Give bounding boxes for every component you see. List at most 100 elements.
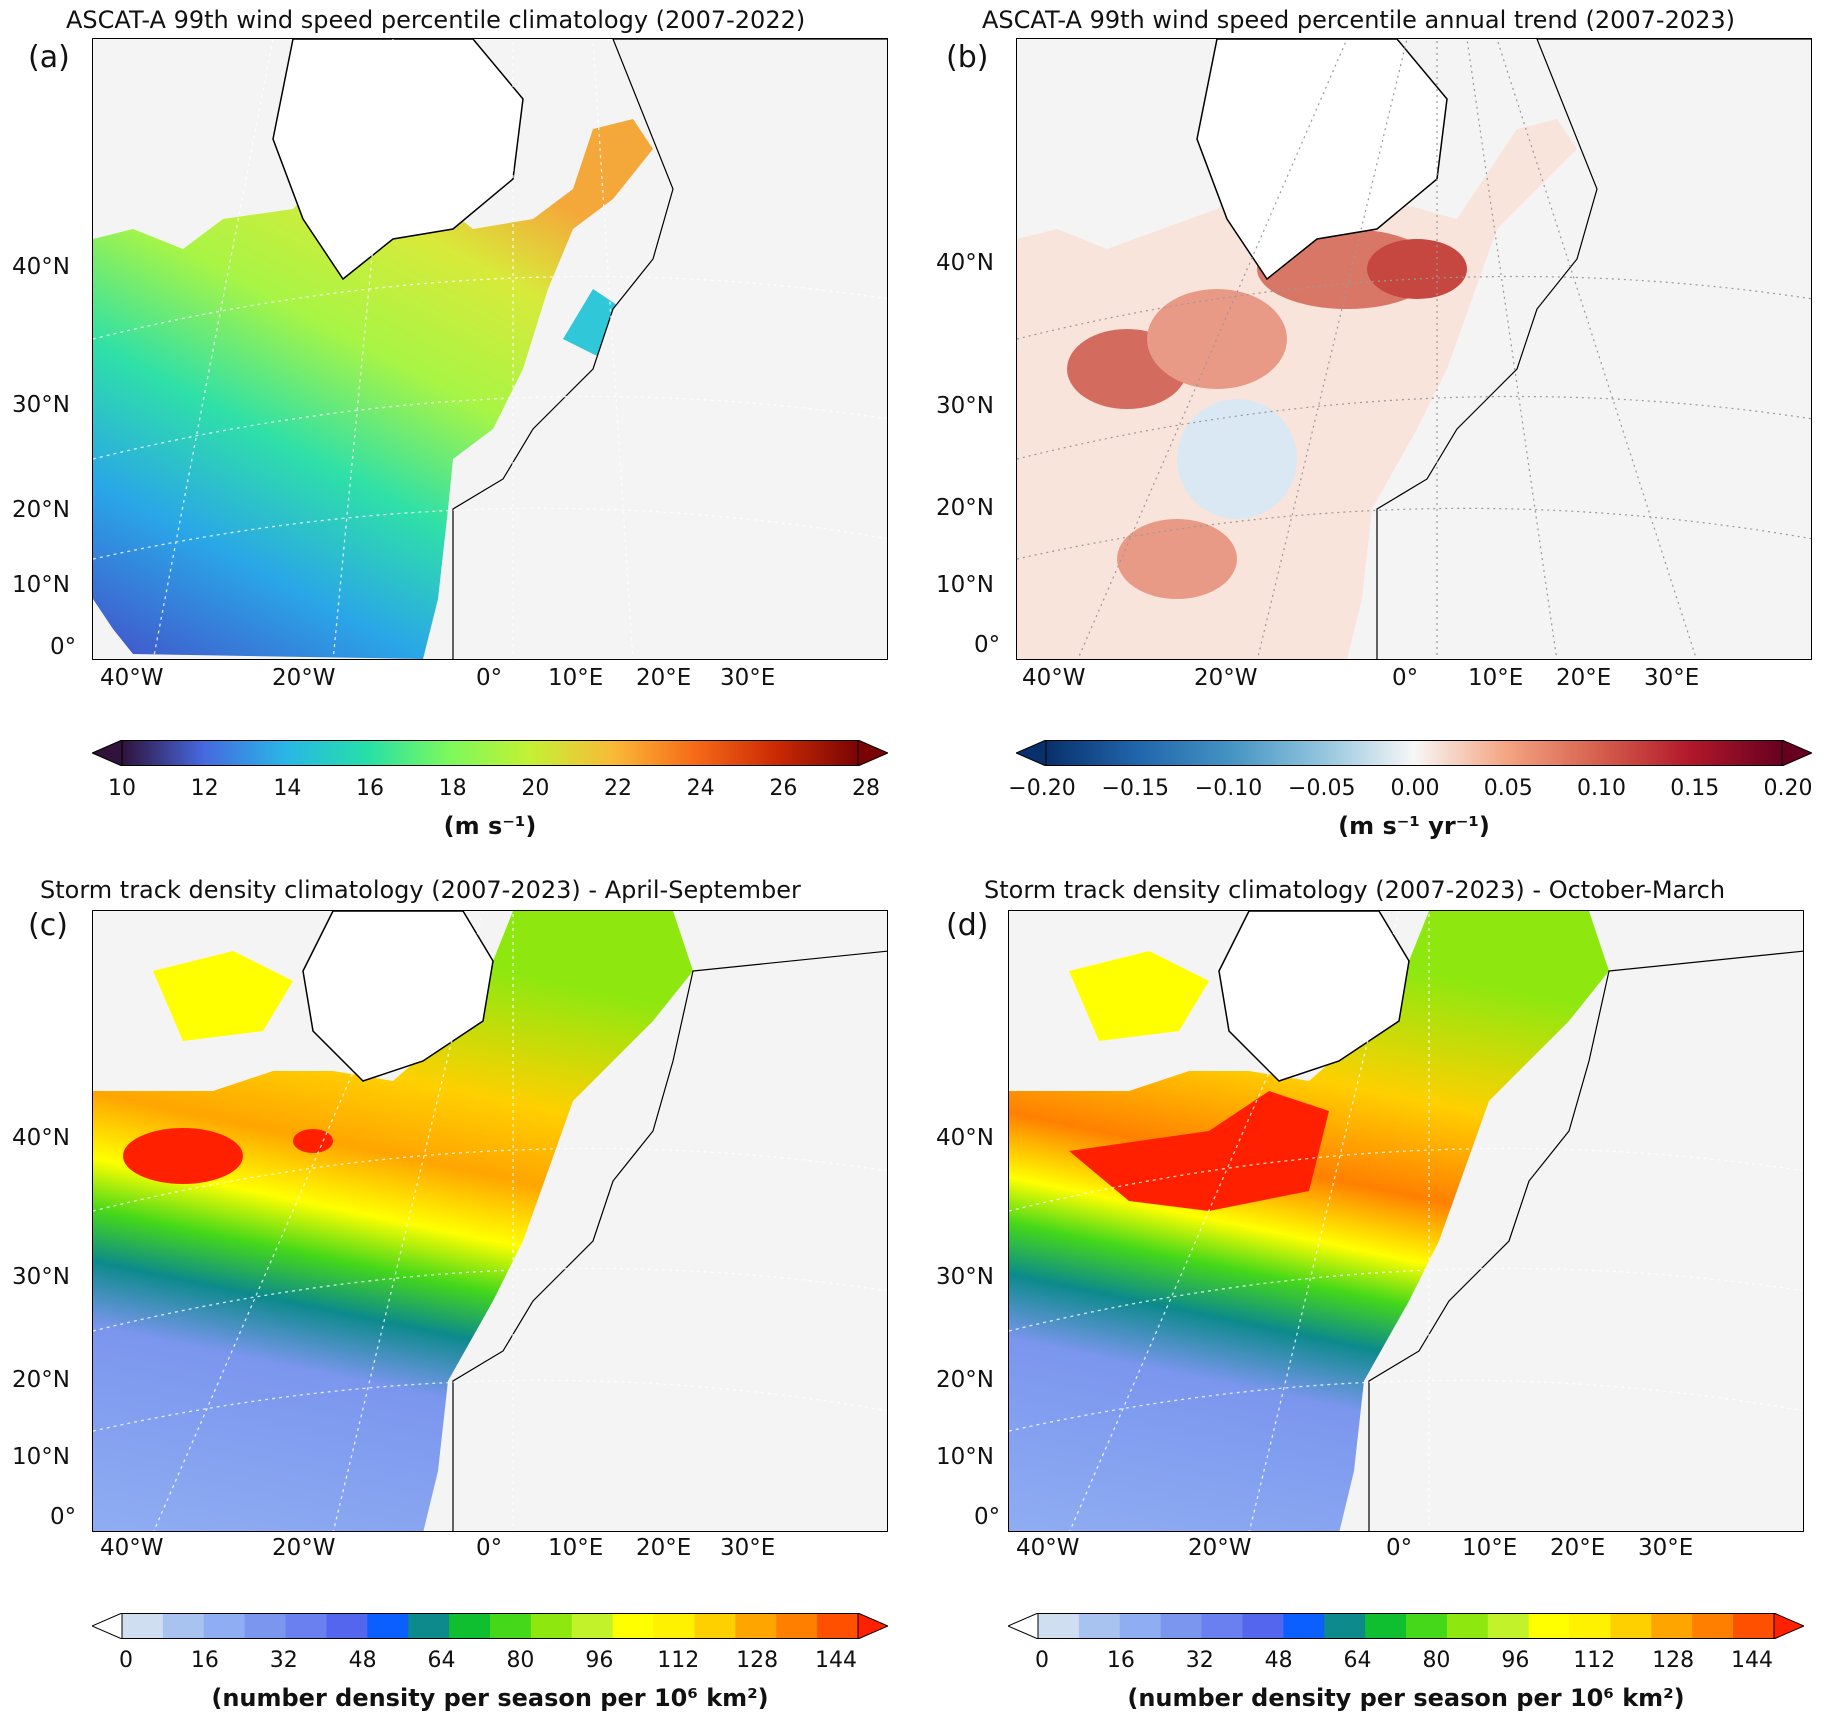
- panel-title: Storm track density climatology (2007-20…: [984, 876, 1726, 904]
- lon-tick: 20°W: [1188, 1535, 1252, 1561]
- colorbar-level: [1119, 1613, 1162, 1639]
- colorbar-level: [490, 1613, 532, 1639]
- colorbar-tick: 14: [273, 776, 302, 801]
- lon-tick: 0°: [476, 1535, 503, 1561]
- lat-tick: 10°N: [12, 572, 70, 598]
- lon-tick: 0°: [476, 665, 503, 691]
- colorbar-tick: 128: [1652, 1648, 1695, 1673]
- lon-tick: 30°E: [720, 1535, 776, 1561]
- map-frame: [92, 910, 888, 1532]
- colorbar-level: [571, 1613, 614, 1639]
- colorbar-tick: 26: [769, 776, 798, 801]
- lat-tick: 30°N: [936, 1264, 994, 1290]
- colorbar-gradient: [122, 740, 858, 766]
- colorbar: [92, 740, 888, 766]
- lat-tick: 20°N: [12, 497, 70, 523]
- lat-tick: 10°N: [936, 572, 994, 598]
- lat-tick: 0°: [50, 1504, 77, 1530]
- panel-label: (d): [946, 908, 989, 943]
- colorbar-tick: 0.20: [1763, 776, 1813, 801]
- colorbar-level: [1487, 1613, 1530, 1639]
- colorbar-level: [1692, 1613, 1734, 1639]
- lon-tick: 40°W: [100, 665, 164, 691]
- greenland-land: [1218, 911, 1410, 1082]
- lat-tick: 30°N: [12, 392, 70, 418]
- map-frame: [1008, 910, 1804, 1532]
- colorbar-extend-high: [857, 740, 888, 766]
- colorbar-tick: 20: [521, 776, 550, 801]
- panel-label: (c): [28, 908, 68, 943]
- colorbar-level: [1038, 1613, 1080, 1639]
- colorbar-level: [449, 1613, 491, 1639]
- lat-tick: 40°N: [12, 254, 70, 280]
- colorbar-unit: (m s⁻¹ yr⁻¹): [1338, 812, 1490, 840]
- colorbar: [1016, 740, 1812, 766]
- colorbar-level: [1733, 1613, 1775, 1639]
- lon-tick: 20°W: [272, 665, 336, 691]
- lat-tick: 20°N: [936, 495, 994, 521]
- colorbar-extend-high: [1781, 740, 1812, 766]
- europe-land: [1376, 39, 1811, 659]
- colorbar-tick: 48: [348, 1648, 377, 1673]
- lat-tick: 40°N: [936, 1125, 994, 1151]
- colorbar-tick: 18: [438, 776, 467, 801]
- colorbar-tick: 32: [1185, 1648, 1214, 1673]
- colorbar-level: [162, 1613, 205, 1639]
- graticule: [93, 39, 887, 659]
- colorbar-tick: 12: [190, 776, 219, 801]
- graticule: [1009, 911, 1803, 1531]
- colorbar-level: [326, 1613, 368, 1639]
- colorbar-tick: −0.10: [1194, 776, 1263, 801]
- lat-tick: 10°N: [12, 1444, 70, 1470]
- lon-tick: 0°: [1392, 665, 1419, 691]
- colorbar-tick: 112: [657, 1648, 700, 1673]
- colorbar-level: [367, 1613, 409, 1639]
- storm-core: [123, 1128, 243, 1184]
- colorbar: [92, 1613, 888, 1639]
- colorbar-level: [408, 1613, 450, 1639]
- graticule: [93, 911, 887, 1531]
- colorbar-tick: 96: [1501, 1648, 1530, 1673]
- panel-label: (b): [946, 40, 989, 75]
- colorbar-unit: (number density per season per 10⁶ km²): [211, 1684, 769, 1712]
- lon-tick: 30°E: [720, 665, 776, 691]
- lon-tick: 40°W: [100, 1535, 164, 1561]
- panel-label: (a): [28, 40, 70, 75]
- colorbar-tick: −0.20: [1008, 776, 1076, 801]
- colorbar-extend-low: [92, 1613, 123, 1639]
- lon-tick: 20°E: [1550, 1535, 1606, 1561]
- colorbar-tick: 24: [686, 776, 715, 801]
- colorbar-level: [1283, 1613, 1325, 1639]
- europe-land: [1368, 950, 1803, 1531]
- lon-tick: 10°E: [1462, 1535, 1518, 1561]
- colorbar-tick: 48: [1264, 1648, 1293, 1673]
- colorbar-level: [1201, 1613, 1243, 1639]
- colorbar-tick: 10: [108, 776, 136, 801]
- colorbar-tick: 64: [427, 1648, 456, 1673]
- colorbar-extend-low: [92, 740, 123, 766]
- colorbar-tick: 112: [1573, 1648, 1616, 1673]
- colorbar-level: [1324, 1613, 1366, 1639]
- colorbar-level: [1569, 1613, 1611, 1639]
- colorbar-unit: (m s⁻¹): [443, 812, 537, 840]
- lon-tick: 40°W: [1016, 1535, 1080, 1561]
- lon-tick: 30°E: [1638, 1535, 1694, 1561]
- lon-tick: 20°E: [636, 1535, 692, 1561]
- lat-tick: 40°N: [12, 1125, 70, 1151]
- lat-tick: 20°N: [12, 1367, 70, 1393]
- colorbar-extend-low: [1016, 740, 1047, 766]
- lat-tick: 30°N: [12, 1264, 70, 1290]
- colorbar-level: [203, 1613, 246, 1639]
- colorbar-tick: 16: [190, 1648, 219, 1673]
- colorbar-tick: 32: [269, 1648, 298, 1673]
- colorbar-frame: [121, 1613, 859, 1639]
- lon-tick: 20°W: [272, 1535, 336, 1561]
- map-frame: [1016, 38, 1812, 660]
- lat-tick: 0°: [974, 632, 1001, 658]
- colorbar-extend-low: [1008, 1613, 1039, 1639]
- colorbar-tick: 128: [736, 1648, 779, 1673]
- colorbar-level: [1446, 1613, 1489, 1639]
- colorbar-level: [776, 1613, 818, 1639]
- colorbar-level: [285, 1613, 327, 1639]
- map-canvas: [1009, 911, 1803, 1531]
